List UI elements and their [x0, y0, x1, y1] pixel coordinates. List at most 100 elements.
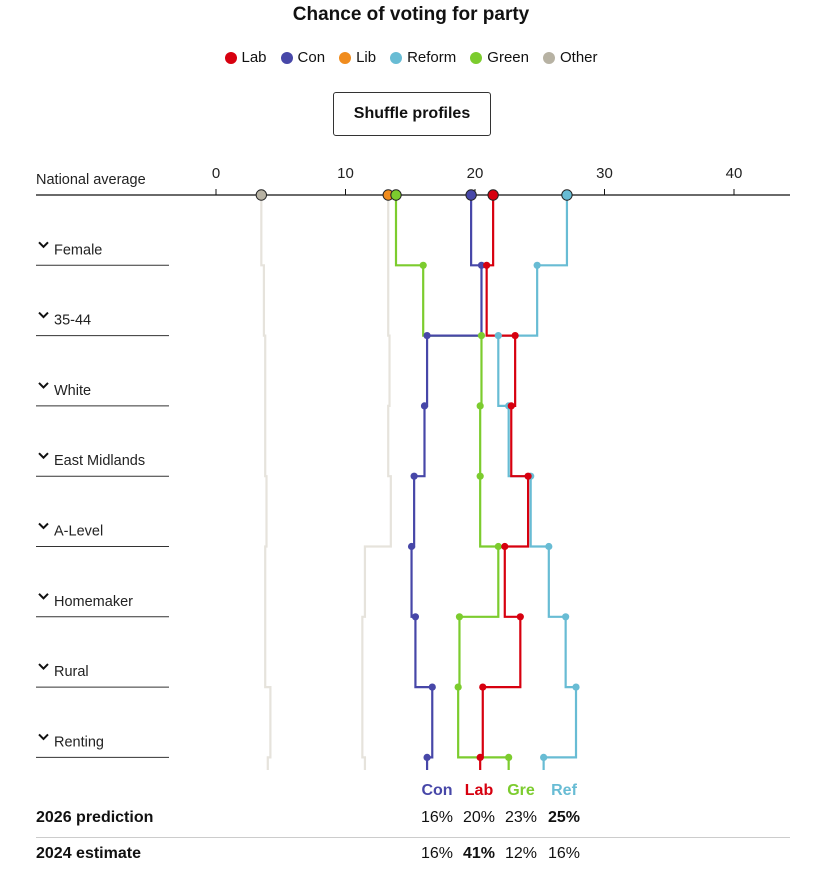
row-label: White [54, 383, 91, 399]
summary-value-lab: 20% [462, 809, 496, 826]
series-line-lab [479, 195, 530, 770]
shuffle-profiles-button[interactable]: Shuffle profiles [333, 92, 491, 136]
summary-divider [36, 837, 790, 838]
legend: Lab Con Lib Reform Green Other [0, 49, 822, 66]
summary-row-label: 2024 estimate [36, 845, 141, 862]
x-tick-label: 40 [726, 165, 743, 182]
summary-header-gre: Gre [507, 782, 535, 799]
row-label: Homemaker [54, 594, 133, 610]
legend-item-lab[interactable]: Lab [224, 49, 267, 66]
legend-item-reform[interactable]: Reform [390, 49, 456, 66]
legend-dot-lib [339, 51, 352, 64]
dot-reform [494, 332, 502, 340]
chevron-down-icon [38, 382, 49, 389]
series-line-other [260, 195, 272, 770]
legend-label-lab: Lab [241, 49, 267, 66]
legend-dot-con [280, 51, 293, 64]
legend-label-reform: Reform [407, 49, 457, 66]
x-tick-label: 0 [212, 165, 220, 182]
dot-green [455, 613, 464, 621]
legend-dot-reform [390, 51, 403, 64]
dot-lab [507, 402, 515, 410]
dot-con [410, 472, 418, 480]
dot-lab-national [487, 189, 499, 201]
dot-con [407, 542, 416, 551]
row-label: East Midlands [54, 453, 145, 469]
summary-value-ref: 25% [547, 809, 581, 826]
dot-other-national [255, 189, 268, 201]
summary-row-label: 2026 prediction [36, 809, 154, 826]
series-line-lib [361, 195, 392, 770]
legend-dot-lab [224, 51, 237, 64]
dot-reform [572, 683, 580, 691]
summary-header-con: Con [421, 782, 453, 799]
summary-value-lab: 41% [462, 845, 496, 862]
dot-green [476, 472, 484, 480]
row-label: A-Level [54, 524, 103, 540]
series-line-green [394, 195, 510, 770]
chevron-down-icon [38, 593, 49, 600]
dot-lab [476, 753, 484, 762]
dot-reform-national [561, 189, 573, 201]
x-tick-label: 10 [337, 165, 354, 182]
chevron-down-icon [38, 452, 49, 460]
step-chart: 0 10 20 30 40 National average Female 35-44 Whit… [36, 165, 790, 770]
series-line-reform [497, 195, 578, 770]
legend-label-other: Other [559, 49, 598, 66]
row-label: Renting [54, 734, 104, 750]
summary-value-con: 16% [420, 809, 454, 826]
dot-lab [516, 613, 524, 621]
chevron-down-icon [38, 733, 49, 741]
dot-lab [501, 542, 509, 551]
summary-value-con: 16% [420, 845, 454, 862]
summary-value-ref: 16% [547, 845, 581, 862]
x-tick-label: 20 [467, 165, 484, 182]
dot-con [423, 753, 431, 762]
dot-con [428, 683, 436, 691]
row-label: Rural [54, 664, 89, 680]
dot-green [476, 402, 484, 410]
dot-green-national [390, 189, 402, 201]
chevron-down-icon [38, 311, 49, 319]
dot-con [423, 332, 431, 340]
row-label: National average [36, 172, 146, 188]
row-label: 35-44 [54, 313, 91, 329]
dot-green [494, 542, 502, 551]
dot-con [411, 613, 420, 621]
dot-lab [511, 332, 519, 340]
summary-header-ref: Ref [551, 782, 577, 799]
dot-con [420, 402, 429, 410]
dot-con-national [465, 189, 477, 201]
summary-row-2026: 2026 prediction 16% 20% 23% 25% [36, 809, 790, 839]
chevron-down-icon [38, 663, 49, 671]
dot-green [454, 683, 462, 691]
dot-con [477, 261, 486, 269]
summary-value-gre: 12% [504, 845, 538, 862]
row-label: Female [54, 242, 102, 258]
legend-item-other[interactable]: Other [542, 49, 598, 66]
legend-item-lib[interactable]: Lib [339, 49, 376, 66]
dot-green [477, 332, 486, 340]
legend-item-green[interactable]: Green [470, 49, 529, 66]
legend-label-con: Con [297, 49, 326, 66]
x-tick-label: 30 [596, 165, 613, 182]
dot-reform [540, 753, 548, 762]
summary-header-lab: Lab [464, 782, 494, 799]
summary-header: Con Lab Gre Ref [0, 782, 822, 804]
chevron-down-icon [38, 522, 49, 530]
legend-dot-green [470, 51, 483, 64]
summary-value-gre: 23% [504, 809, 538, 826]
dot-lab [479, 683, 487, 691]
dot-green [505, 753, 513, 762]
chart-title: Chance of voting for party [292, 4, 530, 25]
dot-reform [533, 261, 541, 269]
chevron-down-icon [38, 241, 49, 249]
legend-label-lib: Lib [356, 49, 377, 66]
dot-lab [524, 472, 532, 480]
legend-dot-other [542, 51, 555, 64]
summary-row-2024: 2024 estimate 16% 41% 12% 16% [36, 845, 790, 875]
legend-label-green: Green [487, 49, 529, 66]
legend-item-con[interactable]: Con [280, 49, 326, 66]
dot-green [419, 261, 427, 269]
dot-reform [545, 542, 553, 551]
